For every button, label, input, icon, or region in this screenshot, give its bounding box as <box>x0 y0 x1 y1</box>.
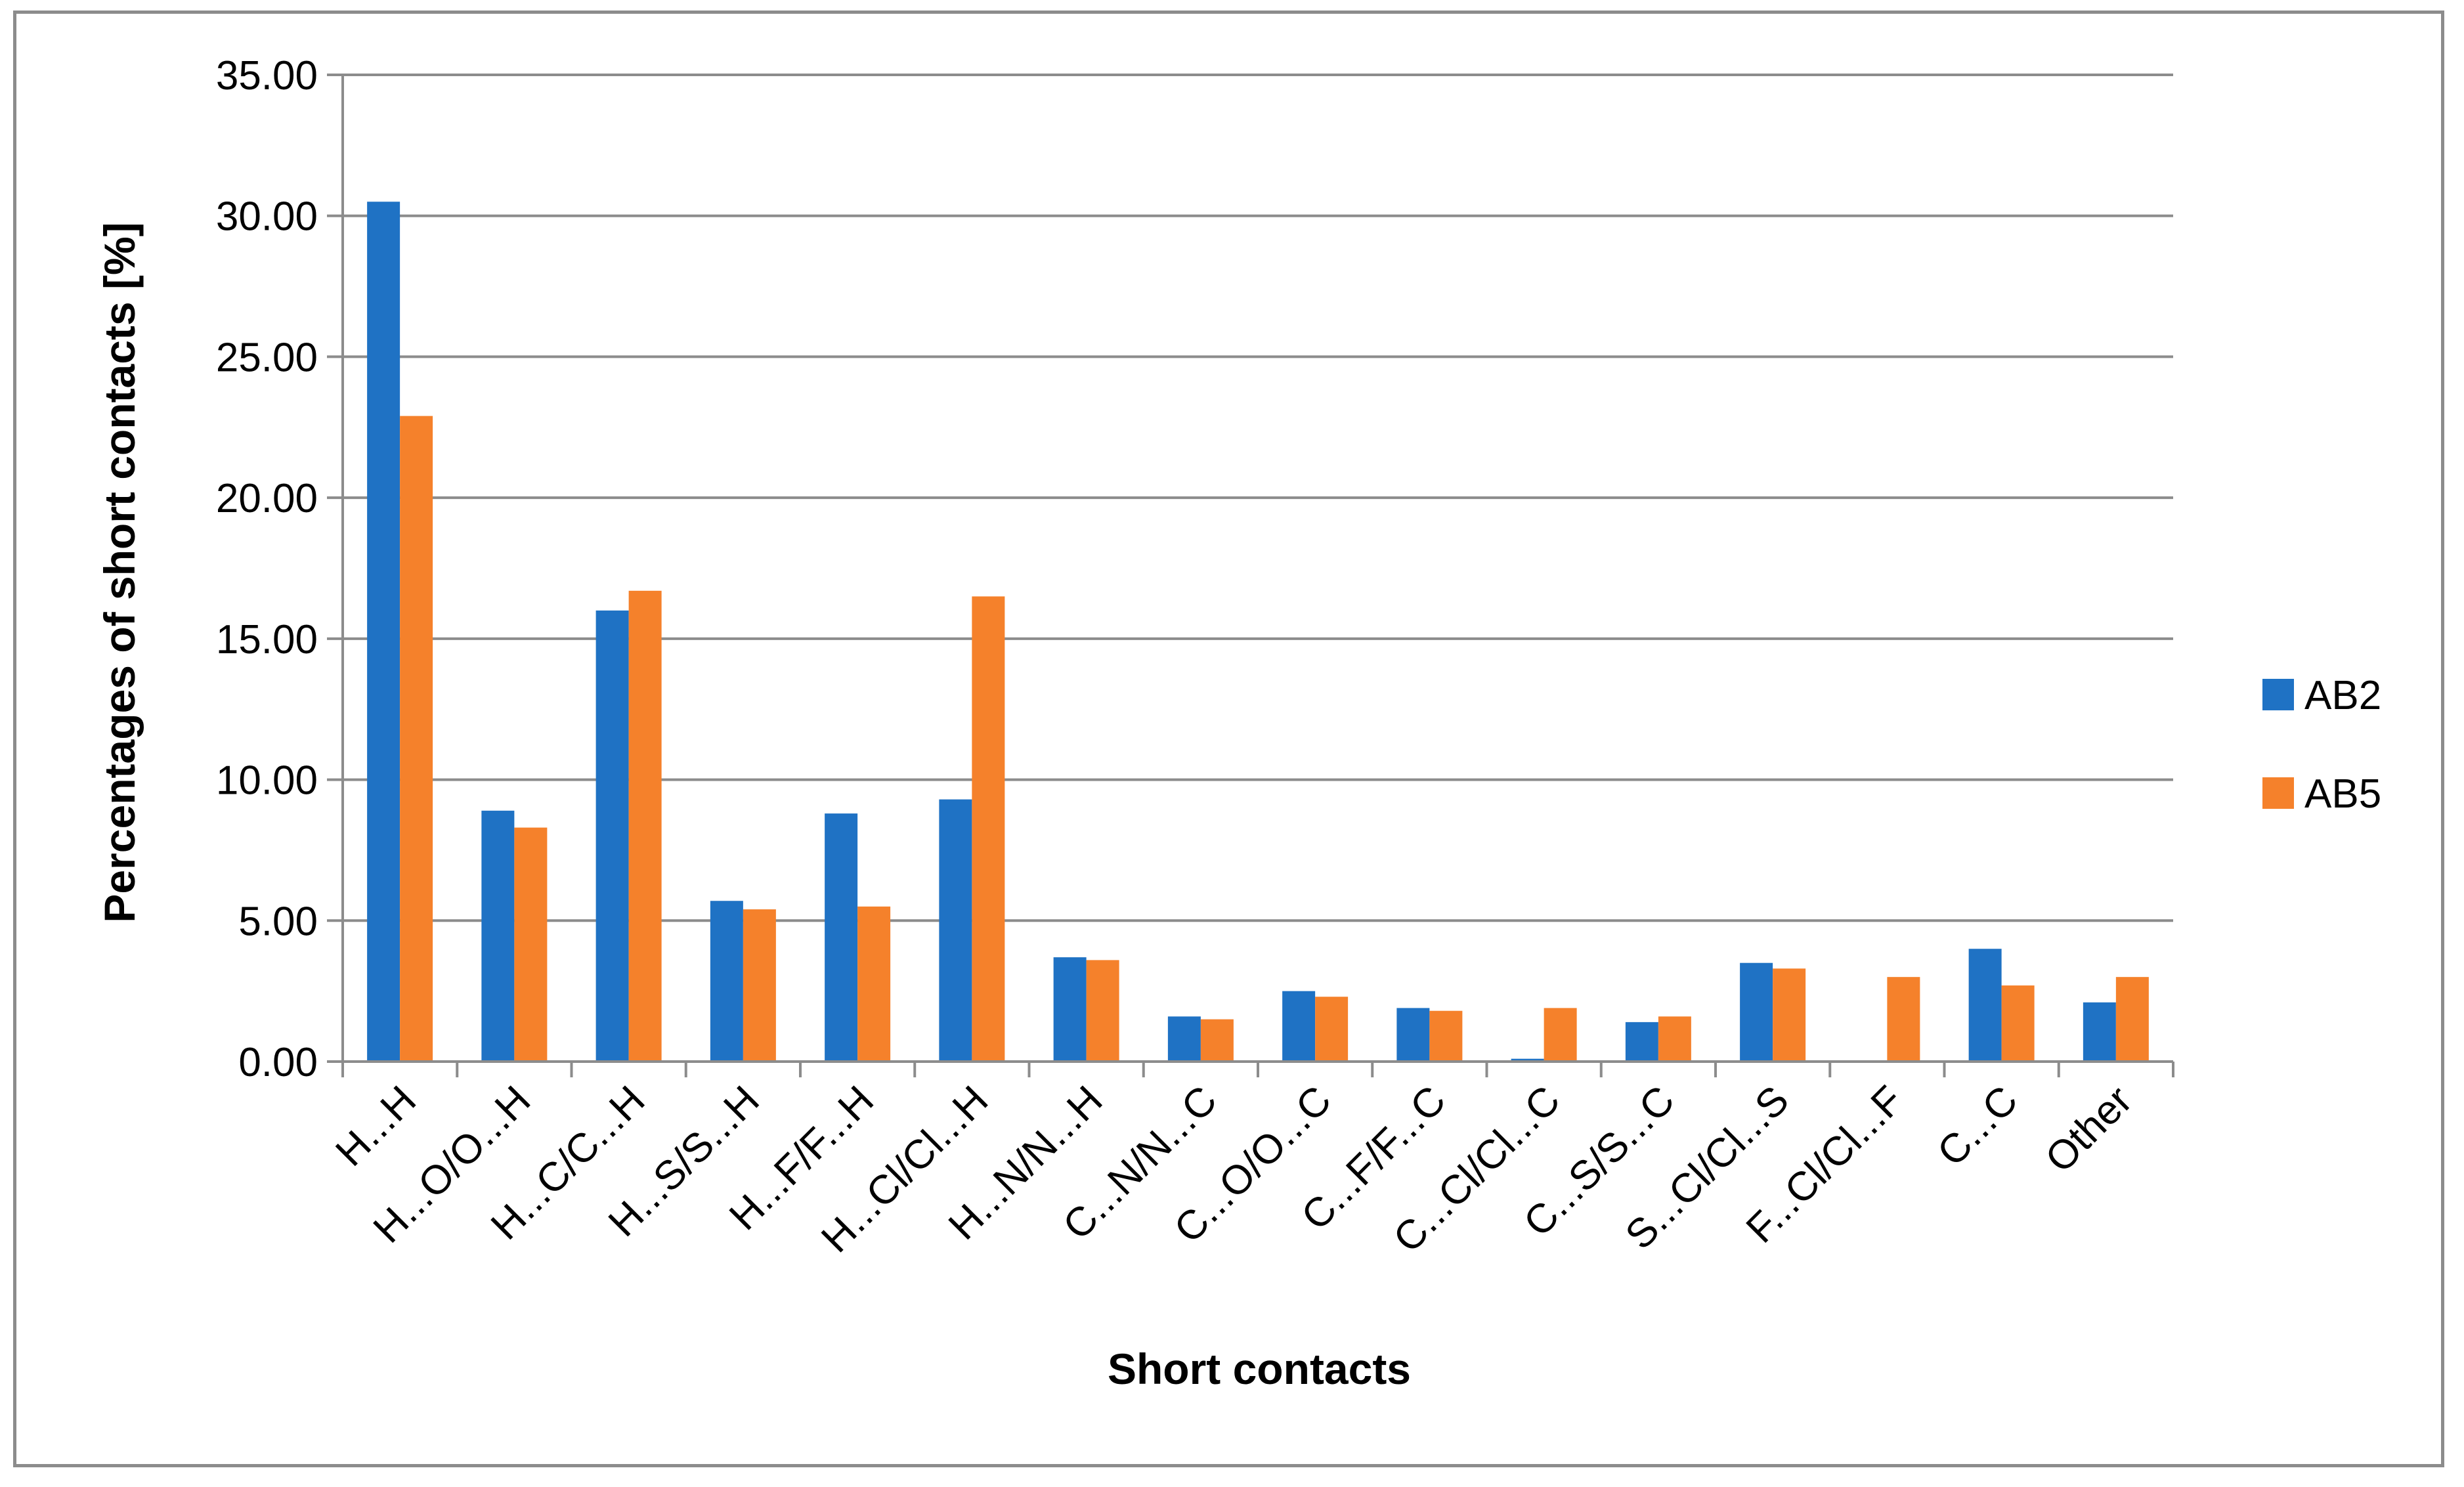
bar-ab2-2 <box>595 610 629 1062</box>
legend: AB2 AB5 <box>2262 673 2381 817</box>
y-tick-label: 0.00 <box>238 1040 318 1085</box>
bar-ab2-7 <box>1167 1016 1201 1062</box>
bar-ab5-15 <box>2115 977 2149 1062</box>
bar-ab2-5 <box>939 799 972 1062</box>
y-tick-label: 30.00 <box>216 194 318 240</box>
bar-ab5-4 <box>857 906 891 1062</box>
bar-ab5-10 <box>1544 1008 1577 1062</box>
bar-ab5-1 <box>514 827 548 1062</box>
legend-label-ab5: AB5 <box>2304 771 2381 817</box>
y-tick-label: 10.00 <box>216 758 318 804</box>
bar-ab5-13 <box>1887 977 1920 1062</box>
bar-ab2-8 <box>1282 991 1316 1062</box>
bar-ab2-6 <box>1053 957 1087 1062</box>
bar-ab2-0 <box>367 202 400 1062</box>
bar-ab5-6 <box>1086 960 1119 1062</box>
x-tick-labels: H...HH...O/O...HH...C/C...HH...S/S...HH.… <box>327 1077 2140 1261</box>
axes <box>327 74 2174 1077</box>
y-tick-label: 20.00 <box>216 476 318 521</box>
bar-ab5-3 <box>743 909 776 1062</box>
bar-ab2-1 <box>481 810 515 1062</box>
bar-ab5-11 <box>1658 1016 1691 1062</box>
bar-ab5-14 <box>2001 985 2035 1062</box>
bar-ab2-3 <box>710 901 743 1062</box>
legend-label-ab2: AB2 <box>2304 673 2381 718</box>
y-axis-title: Percentages of short contacts [%] <box>95 222 144 922</box>
bar-ab2-10 <box>1511 1058 1544 1062</box>
y-tick-labels: 0.00 5.00 10.00 15.00 20.00 25.00 30.00 35.00 <box>216 53 318 1085</box>
legend-swatch-ab2 <box>2262 679 2294 710</box>
bar-ab5-7 <box>1200 1019 1234 1062</box>
y-tick-label: 35.00 <box>216 53 318 98</box>
bar-ab2-14 <box>1968 949 2002 1062</box>
y-tick-label: 15.00 <box>216 617 318 662</box>
bar-ab2-12 <box>1740 962 1773 1062</box>
x-axis-title: Short contacts <box>1108 1345 1411 1393</box>
bar-ab5-9 <box>1429 1010 1463 1062</box>
bar-ab5-2 <box>628 590 662 1062</box>
y-tick-label: 5.00 <box>238 899 318 944</box>
bars <box>367 202 2149 1062</box>
bar-ab2-11 <box>1625 1022 1658 1062</box>
legend-swatch-ab5 <box>2262 777 2294 809</box>
bar-ab5-5 <box>972 596 1005 1062</box>
y-tick-label: 25.00 <box>216 335 318 380</box>
bar-ab2-15 <box>2083 1002 2116 1062</box>
bar-ab2-4 <box>825 813 858 1062</box>
x-tick-label: Other <box>2037 1077 2140 1181</box>
bar-ab2-9 <box>1396 1008 1430 1062</box>
x-tick-label: C...C <box>1929 1077 2027 1175</box>
bar-ab5-0 <box>400 416 433 1062</box>
bar-ab5-12 <box>1773 968 1806 1062</box>
x-tick-label: H...H <box>327 1077 425 1175</box>
bar-ab5-8 <box>1315 997 1349 1062</box>
